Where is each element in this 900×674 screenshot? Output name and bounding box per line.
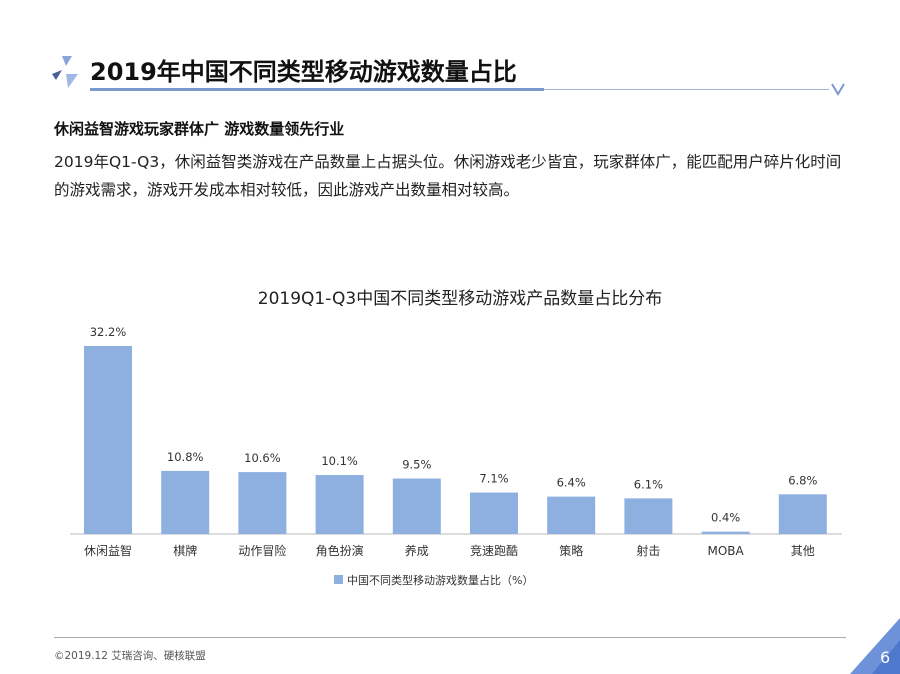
body-text: 2019年Q1-Q3，休闲益智类游戏在产品数量上占据头位。休闲游戏老少皆宜，玩家…: [54, 153, 842, 199]
category-label: 养成: [405, 543, 429, 558]
category-label: 休闲益智: [84, 543, 132, 558]
data-label: 10.6%: [244, 451, 281, 465]
bar-8: [701, 531, 750, 534]
category-label: 角色扮演: [316, 543, 364, 558]
category-label: 动作冒险: [238, 543, 286, 558]
category-label: 其他: [791, 544, 815, 558]
bar-4: [392, 478, 441, 534]
bar-9: [778, 494, 827, 534]
data-label: 6.8%: [788, 473, 817, 487]
bar-2: [238, 472, 287, 534]
bar-3: [315, 475, 364, 534]
footer-source: ©2019.12 艾瑞咨询、硬核联盟: [54, 650, 206, 662]
page-number: 6: [880, 648, 891, 667]
chart-title: 2019Q1-Q3中国不同类型移动游戏产品数量占比分布: [258, 289, 662, 309]
category-label: 策略: [559, 543, 583, 558]
footer-divider: [54, 637, 846, 638]
bar-5: [470, 492, 518, 534]
bar-7: [624, 498, 673, 534]
data-label: 9.5%: [402, 458, 431, 472]
chevron-down-icon: [831, 83, 845, 96]
data-label: 0.4%: [711, 511, 740, 525]
data-label: 7.1%: [479, 472, 508, 486]
data-label: 32.2%: [90, 325, 127, 339]
legend-label: 中国不同类型移动游戏数量占比（%）: [347, 573, 533, 587]
category-label: 竞速跑酷: [470, 544, 518, 558]
category-label: 射击: [636, 543, 660, 558]
bar-0: [84, 346, 132, 534]
data-label: 6.1%: [634, 477, 663, 491]
bar-6: [547, 496, 596, 534]
page-title: 2019年中国不同类型移动游戏数量占比: [90, 58, 517, 86]
legend-swatch: [334, 575, 343, 584]
logo-mark-icon: [62, 56, 72, 66]
data-label: 10.1%: [321, 454, 358, 468]
data-label: 6.4%: [557, 476, 586, 490]
category-label: MOBA: [707, 544, 744, 558]
data-label: 10.8%: [167, 450, 204, 464]
section-subtitle: 休闲益智游戏玩家群体广 游戏数量领先行业: [54, 120, 345, 138]
bar-1: [161, 470, 210, 534]
category-label: 棋牌: [173, 544, 197, 558]
